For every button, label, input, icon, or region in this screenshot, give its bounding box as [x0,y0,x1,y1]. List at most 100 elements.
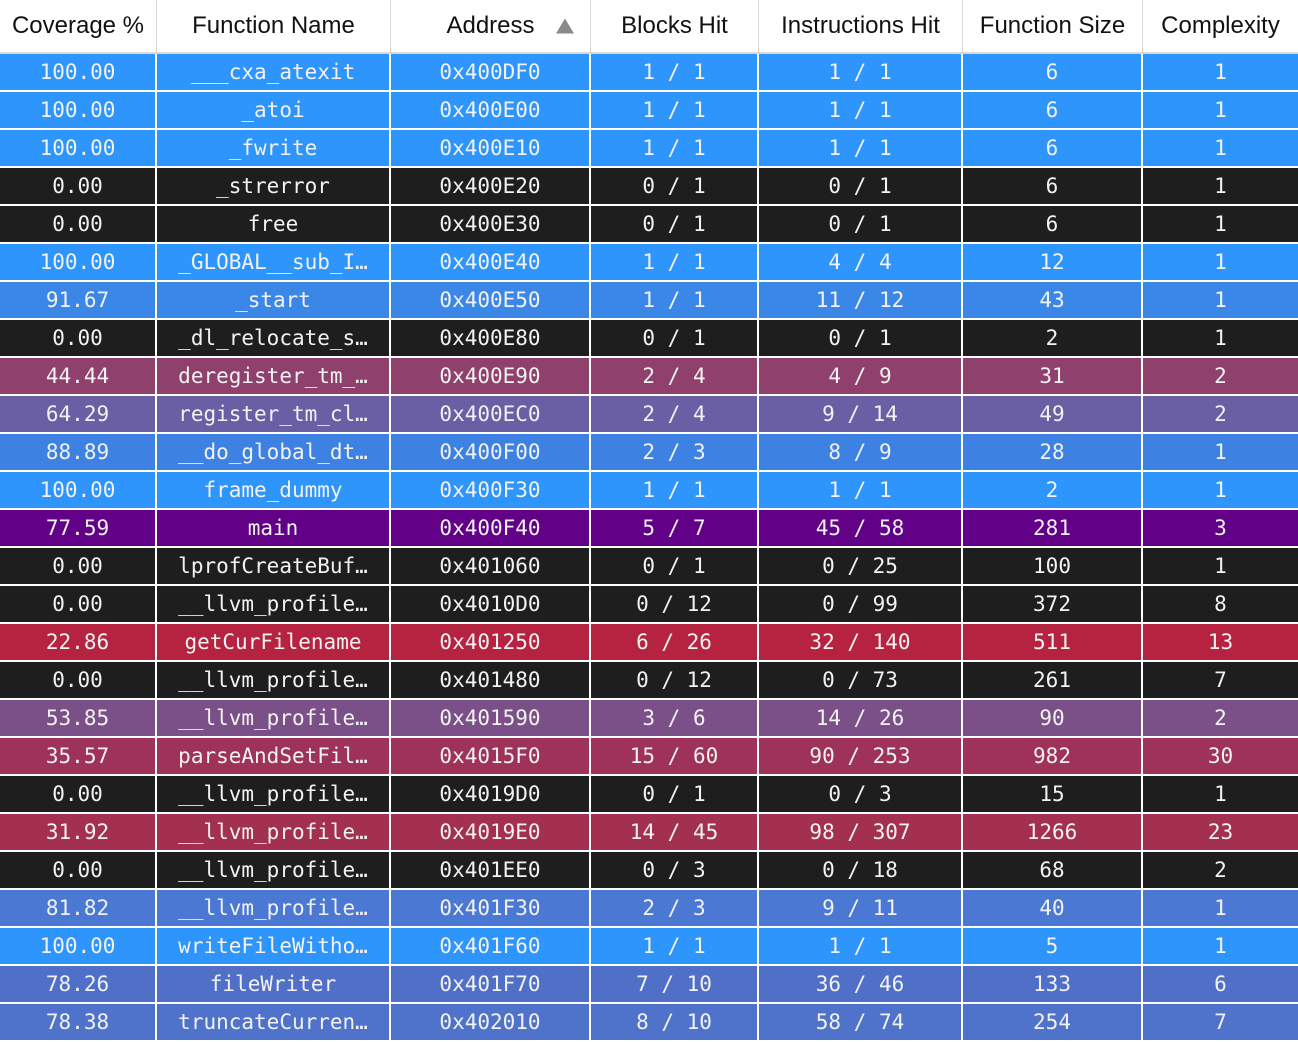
cell-blocks-hit: 0 / 1 [591,776,759,812]
cell-blocks-hit: 2 / 3 [591,890,759,926]
cell-coverage: 78.26 [0,966,157,1002]
cell-function-size: 2 [963,320,1143,356]
cell-blocks-hit: 1 / 1 [591,928,759,964]
table-row[interactable]: 78.38 truncateCurren… 0x402010 8 / 10 58 / 7… [0,1004,1298,1042]
cell-function-size: 31 [963,358,1143,394]
table-row[interactable]: 53.85 __llvm_profile… 0x401590 3 / 6 14 / 26… [0,700,1298,738]
cell-function-name: truncateCurren… [157,1004,391,1040]
table-row[interactable]: 0.00 __llvm_profile… 0x401480 0 / 12 0 / 73 2… [0,662,1298,700]
table-row[interactable]: 35.57 parseAndSetFil… 0x4015F0 15 / 60 90 / … [0,738,1298,776]
cell-address: 0x400E10 [391,130,591,166]
cell-function-name: __llvm_profile… [157,814,391,850]
cell-complexity: 13 [1207,630,1234,654]
cell-instructions-hit: 11 / 12 [759,282,963,318]
column-header-complexity[interactable]: Complexity [1161,12,1280,39]
cell-blocks-hit: 0 / 1 [591,548,759,584]
cell-complexity: 23 [1207,820,1234,844]
cell-instructions-hit: 1 / 1 [759,54,963,90]
cell-blocks-hit: 2 / 4 [591,396,759,432]
cell-instructions-hit: 4 / 4 [759,244,963,280]
cell-instructions-hit: 4 / 9 [759,358,963,394]
cell-address: 0x401F30 [391,890,591,926]
cell-function-size: 281 [963,510,1143,546]
cell-blocks-hit: 0 / 1 [591,206,759,242]
cell-function-size: 2 [963,472,1143,508]
cell-complexity: 6 [1214,972,1227,996]
column-header-instructions-hit[interactable]: Instructions Hit [759,0,963,52]
table-row[interactable]: 22.86 getCurFilename 0x401250 6 / 26 32 / 14… [0,624,1298,662]
cell-instructions-hit: 90 / 253 [759,738,963,774]
cell-complexity: 2 [1214,706,1227,730]
column-header-address[interactable]: Address [391,0,591,52]
cell-instructions-hit: 9 / 11 [759,890,963,926]
table-row[interactable]: 0.00 __llvm_profile… 0x4010D0 0 / 12 0 / 99 3… [0,586,1298,624]
cell-complexity: 3 [1214,516,1227,540]
cell-blocks-hit: 0 / 3 [591,852,759,888]
table-row[interactable]: 77.59 main 0x400F40 5 / 7 45 / 58 281 3 [0,510,1298,548]
cell-coverage: 91.67 [0,282,157,318]
column-header-blocks-hit[interactable]: Blocks Hit [591,0,759,52]
cell-instructions-hit: 58 / 74 [759,1004,963,1040]
cell-coverage: 100.00 [0,928,157,964]
cell-address: 0x400F40 [391,510,591,546]
cell-address: 0x400E40 [391,244,591,280]
cell-function-name: __llvm_profile… [157,586,391,622]
table-row[interactable]: 91.67 _start 0x400E50 1 / 1 11 / 12 43 1 [0,282,1298,320]
cell-function-size: 5 [963,928,1143,964]
cell-function-name: getCurFilename [157,624,391,660]
cell-function-name: deregister_tm_… [157,358,391,394]
cell-function-name: register_tm_cl… [157,396,391,432]
cell-complexity: 7 [1214,668,1227,692]
cell-coverage: 35.57 [0,738,157,774]
cell-function-size: 6 [963,168,1143,204]
column-header-function-name[interactable]: Function Name [157,0,391,52]
cell-coverage: 0.00 [0,776,157,812]
cell-address: 0x401F70 [391,966,591,1002]
cell-function-name: __llvm_profile… [157,852,391,888]
cell-blocks-hit: 0 / 12 [591,586,759,622]
cell-instructions-hit: 0 / 73 [759,662,963,698]
cell-complexity: 1 [1214,288,1227,312]
cell-address: 0x4019D0 [391,776,591,812]
cell-instructions-hit: 0 / 1 [759,320,963,356]
column-header-coverage[interactable]: Coverage % [0,0,157,52]
cell-coverage: 0.00 [0,320,157,356]
cell-complexity: 1 [1214,98,1227,122]
cell-coverage: 53.85 [0,700,157,736]
table-row[interactable]: 78.26 fileWriter 0x401F70 7 / 10 36 / 46 133 6 [0,966,1298,1004]
cell-function-size: 133 [963,966,1143,1002]
cell-address: 0x400E20 [391,168,591,204]
cell-complexity: 1 [1214,326,1227,350]
cell-blocks-hit: 1 / 1 [591,54,759,90]
cell-address: 0x401480 [391,662,591,698]
cell-instructions-hit: 98 / 307 [759,814,963,850]
cell-function-size: 6 [963,206,1143,242]
column-header-function-size[interactable]: Function Size [963,0,1143,52]
cell-blocks-hit: 2 / 4 [591,358,759,394]
cell-coverage: 0.00 [0,168,157,204]
cell-function-size: 90 [963,700,1143,736]
cell-complexity: 30 [1207,744,1234,768]
cell-address: 0x401590 [391,700,591,736]
cell-function-size: 40 [963,890,1143,926]
cell-address: 0x400F00 [391,434,591,470]
cell-function-name: lprofCreateBuf… [157,548,391,584]
table-row[interactable]: 31.92 __llvm_profile… 0x4019E0 14 / 45 98 / … [0,814,1298,852]
